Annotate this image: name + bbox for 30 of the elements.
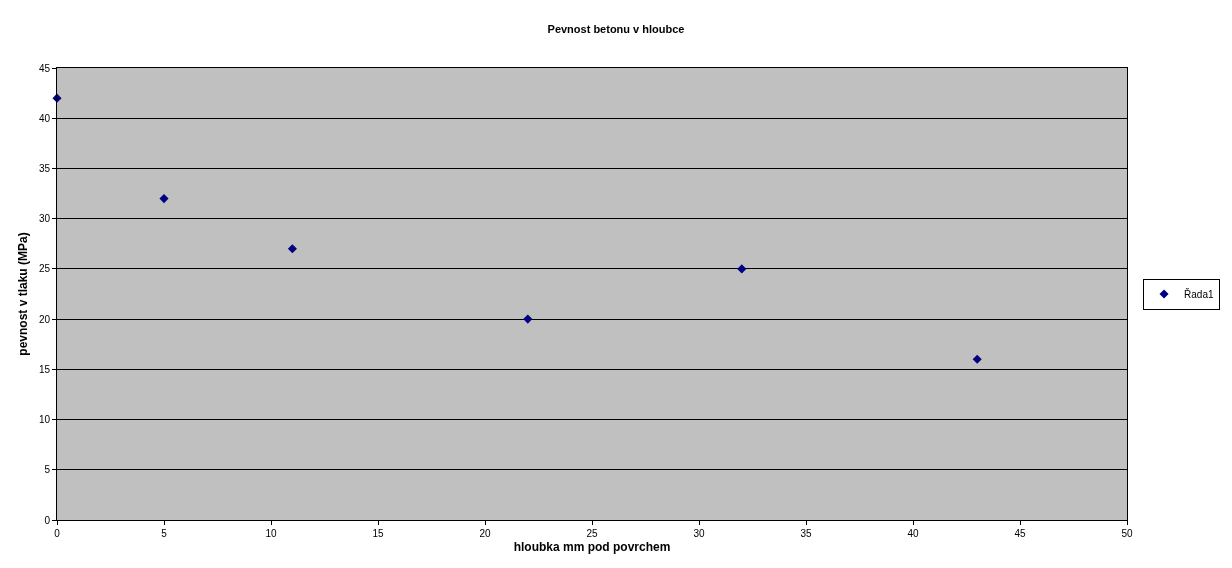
- y-tick-label: 40: [38, 112, 51, 124]
- y-tick-label: 25: [38, 263, 51, 275]
- x-tick-label: 50: [1121, 528, 1133, 539]
- y-tick-label: 45: [38, 62, 51, 74]
- y-tick-label: 10: [38, 414, 51, 426]
- x-tick-label: 25: [586, 528, 598, 539]
- y-axis-title: pevnost v tlaku (MPa): [16, 232, 31, 356]
- y-tick-label: 35: [38, 162, 51, 174]
- x-axis-title: hloubka mm pod povrchem: [513, 539, 671, 554]
- x-tick-label: 20: [479, 528, 491, 539]
- chart-title: Pevnost betonu v hloubce: [547, 23, 685, 36]
- y-tick-label: 0: [44, 514, 51, 526]
- legend-label: Řada1: [1184, 287, 1214, 300]
- x-tick-label: 30: [693, 528, 705, 539]
- y-tick-label: 15: [38, 363, 51, 375]
- x-tick-label: 0: [54, 528, 61, 539]
- x-tick-label: 40: [907, 528, 919, 539]
- y-tick-label: 30: [38, 213, 51, 225]
- x-tick-label: 45: [1014, 528, 1026, 539]
- point: [737, 264, 747, 274]
- x-tick-label: 15: [372, 528, 384, 539]
- point: [159, 194, 169, 204]
- point: [287, 244, 297, 254]
- point: [972, 354, 982, 364]
- y-tick-label: 5: [44, 464, 51, 476]
- y-tick-label: 20: [38, 313, 51, 325]
- x-tick-label: 5: [161, 528, 168, 539]
- x-tick-label: 35: [800, 528, 812, 539]
- x-tick-label: 10: [265, 528, 277, 539]
- point: [523, 314, 533, 324]
